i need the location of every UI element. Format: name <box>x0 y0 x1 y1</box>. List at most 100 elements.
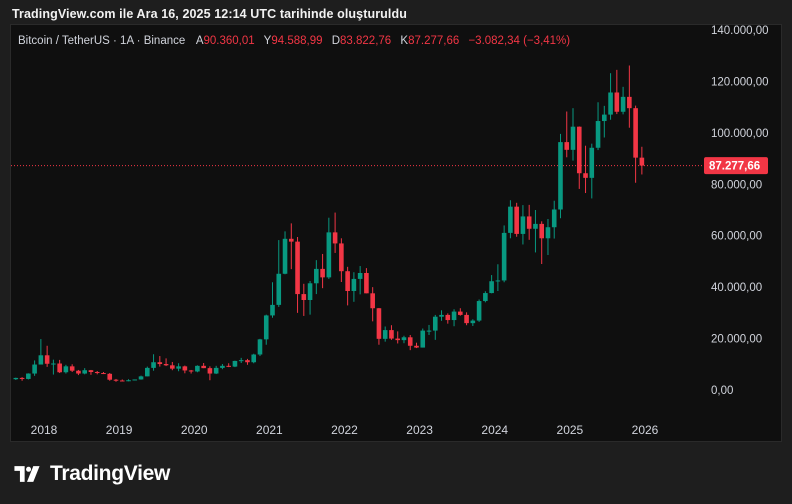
candle-body <box>138 376 144 380</box>
candle-body <box>38 355 44 365</box>
y-axis[interactable]: 0,00 20.000,00 40.000,00 60.000,00 80.000,00… <box>711 25 769 397</box>
candle-body <box>195 365 200 372</box>
candle-body <box>576 126 582 174</box>
candle-body <box>63 366 69 373</box>
candle-body <box>113 379 119 381</box>
candle-body <box>314 268 319 284</box>
candle-body <box>539 223 545 239</box>
candle <box>633 105 638 183</box>
candle <box>63 364 69 374</box>
candle-body <box>508 206 513 233</box>
candle <box>38 339 44 365</box>
candle-body <box>182 366 188 371</box>
close-value: 87.277,66 <box>408 35 460 47</box>
candle-body <box>163 364 169 366</box>
candle-body <box>533 223 538 229</box>
brand-name: TradingView <box>50 462 171 485</box>
candle <box>420 328 426 348</box>
candle <box>170 361 175 371</box>
chart-panel[interactable] <box>10 24 782 442</box>
candle-body <box>44 355 50 364</box>
candle-body <box>270 304 275 316</box>
candle-body <box>639 157 645 166</box>
candle <box>13 377 19 380</box>
candle-body <box>570 126 576 150</box>
candle <box>132 379 138 381</box>
candle <box>570 108 576 161</box>
candle <box>119 379 125 382</box>
x-tick-label: 2019 <box>106 423 133 437</box>
candle <box>620 86 626 115</box>
candle-body <box>602 114 607 122</box>
candle-body <box>401 337 407 341</box>
candle-body <box>288 238 294 242</box>
candle <box>476 299 482 322</box>
candle-body <box>220 365 225 368</box>
candle <box>501 225 507 283</box>
candle <box>583 145 588 194</box>
candle <box>76 369 81 376</box>
candle-body <box>351 278 357 291</box>
candle-body <box>439 314 444 317</box>
candle <box>483 291 488 303</box>
tradingview-logo-icon <box>14 466 40 482</box>
candle <box>401 335 407 344</box>
candle <box>489 275 494 294</box>
candle <box>326 217 332 279</box>
candle-body <box>332 232 338 244</box>
candle <box>614 69 620 115</box>
candle <box>138 375 144 380</box>
candle-body <box>501 232 507 281</box>
y-tick-label: 100.000,00 <box>711 128 769 140</box>
candle <box>32 360 37 376</box>
candles-layer <box>13 65 645 382</box>
candle <box>226 363 231 368</box>
candle <box>508 200 513 239</box>
candle <box>44 345 50 367</box>
candle <box>608 73 613 120</box>
candle <box>551 200 557 239</box>
x-tick-label: 2023 <box>406 423 433 437</box>
y-tick-label: 120.000,00 <box>711 76 769 88</box>
open-value: 90.360,01 <box>203 35 255 47</box>
candle-body <box>608 92 613 115</box>
candle <box>213 365 219 375</box>
candle <box>595 102 601 151</box>
candle-body <box>382 330 388 339</box>
candle <box>389 325 394 340</box>
candle <box>526 204 532 240</box>
candle <box>94 370 100 375</box>
candle-body <box>26 373 31 379</box>
candle-body <box>620 96 626 112</box>
candle <box>82 368 87 375</box>
low-value: 83.822,76 <box>340 35 392 47</box>
candle <box>263 314 269 345</box>
candle-body <box>414 345 419 348</box>
candle <box>545 219 551 255</box>
candle-body <box>176 366 181 369</box>
candle <box>201 363 206 369</box>
brand-logo[interactable]: TradingView <box>12 462 170 486</box>
candle <box>282 231 288 275</box>
candle-body <box>445 314 451 321</box>
candle <box>176 363 181 372</box>
candle-body <box>326 232 332 278</box>
candle-body <box>13 377 19 380</box>
candle-body <box>82 370 87 374</box>
x-axis[interactable]: 2018 2019 2020 2021 2022 2023 2024 2025 2026 <box>31 423 659 437</box>
candle-body <box>119 380 125 382</box>
candle <box>439 310 444 321</box>
x-tick-label: 2020 <box>181 423 208 437</box>
candle-body <box>614 92 620 112</box>
candle <box>407 334 413 351</box>
candle <box>558 133 563 219</box>
candle <box>88 369 94 375</box>
candle <box>589 143 595 199</box>
candle <box>458 308 463 316</box>
candle-body <box>364 273 369 294</box>
candle <box>113 378 119 382</box>
candle-body <box>238 360 244 362</box>
candle-body <box>558 142 563 210</box>
candle <box>514 202 519 237</box>
